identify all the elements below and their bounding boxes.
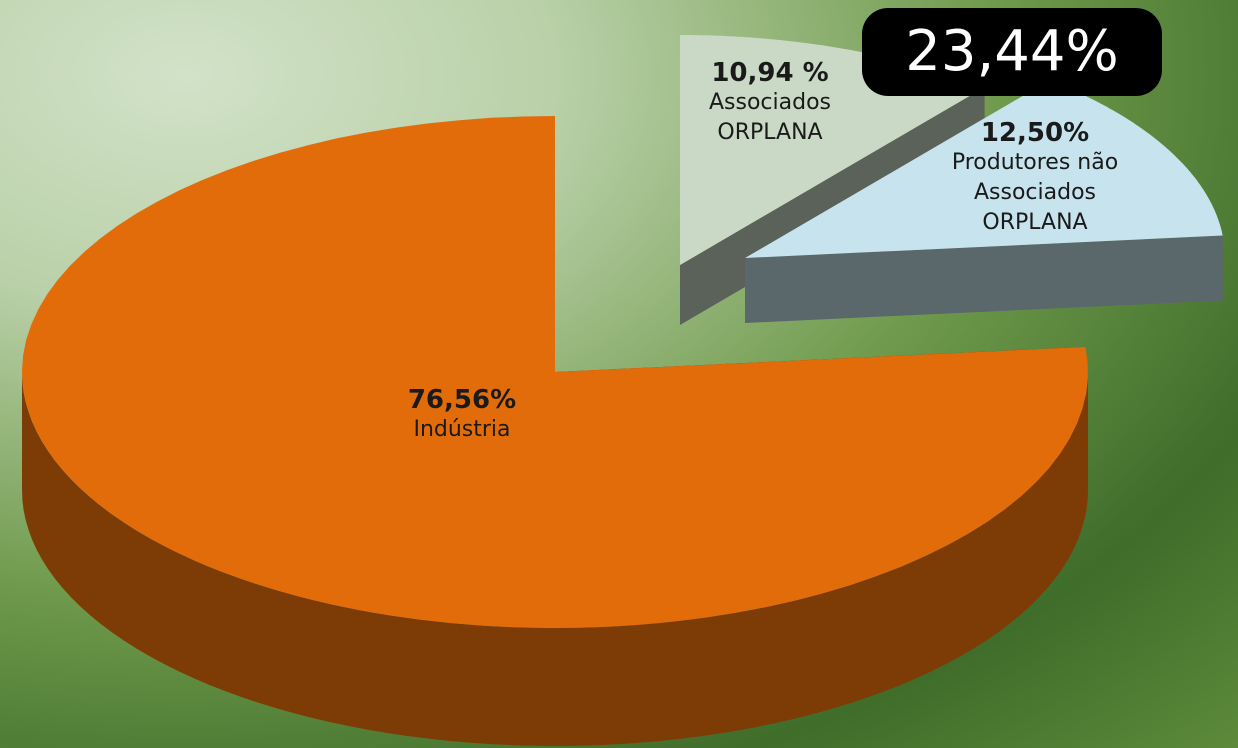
slice-label: 12,50% Produtores não Associados ORPLANA [925,118,1145,238]
category-label: Indústria [413,417,511,442]
slice-label: 10,94 % Associados ORPLANA [690,58,850,148]
category-label: Produtores não Associados ORPLANA [951,150,1119,235]
value-label: 10,94 % [711,58,829,88]
slice-label: 76,56% Indústria [352,385,572,445]
total-callout: 23,44% [862,8,1162,96]
slice-top [745,80,1223,258]
value-label: 12,50% [980,118,1090,148]
value-label: 76,56% [407,385,517,415]
slice-face [745,235,1223,323]
slice-top [22,116,1088,628]
slice [22,116,1088,746]
slice [745,80,1223,323]
slice-wall [22,372,1088,746]
category-label: Associados ORPLANA [708,90,831,145]
